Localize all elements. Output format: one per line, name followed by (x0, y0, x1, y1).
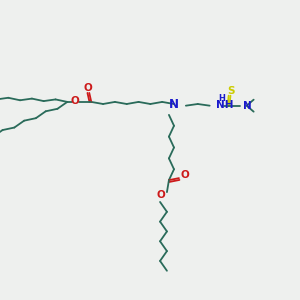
Text: O: O (71, 96, 80, 106)
Text: O: O (157, 190, 165, 200)
Text: H: H (218, 94, 225, 103)
Text: N: N (169, 98, 179, 110)
Text: N: N (243, 101, 251, 111)
Text: O: O (181, 170, 189, 180)
Text: NH: NH (216, 100, 233, 110)
Text: O: O (84, 83, 93, 93)
Text: S: S (227, 86, 234, 96)
